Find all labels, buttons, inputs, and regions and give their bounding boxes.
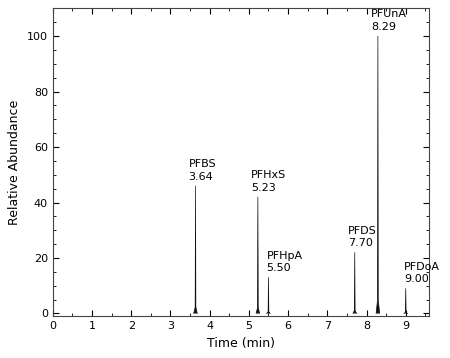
Polygon shape [404, 289, 408, 314]
Text: 3.64: 3.64 [189, 172, 213, 182]
Polygon shape [353, 252, 356, 314]
Y-axis label: Relative Abundance: Relative Abundance [9, 100, 21, 225]
Text: PFHpA: PFHpA [266, 251, 303, 261]
Polygon shape [256, 197, 260, 314]
Text: 7.70: 7.70 [348, 238, 373, 248]
Text: PFHxS: PFHxS [251, 170, 286, 180]
Text: PFUnA: PFUnA [371, 10, 407, 19]
Polygon shape [194, 186, 197, 314]
Text: PFDS: PFDS [348, 226, 377, 236]
Polygon shape [267, 277, 270, 314]
Text: PFDoA: PFDoA [404, 262, 440, 272]
X-axis label: Time (min): Time (min) [207, 337, 275, 350]
Text: 5.50: 5.50 [266, 263, 291, 273]
Text: 9.00: 9.00 [404, 274, 428, 284]
Text: 8.29: 8.29 [371, 22, 396, 32]
Text: PFBS: PFBS [189, 159, 216, 169]
Text: 5.23: 5.23 [251, 183, 275, 193]
Polygon shape [376, 36, 380, 314]
